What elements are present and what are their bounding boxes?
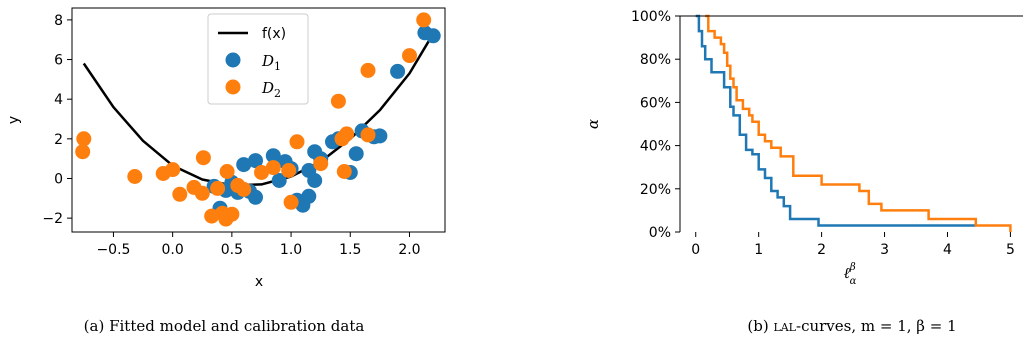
chart-b: 0 1 2 3 4 5 0% 20% 40% 60% 80% 100% ℓβ α α (b) lal-…	[584, 9, 1023, 335]
point-d2-17	[254, 165, 269, 180]
chart-a-marks	[75, 12, 441, 227]
legend-marker-d2	[225, 79, 241, 95]
point-d2-19	[281, 163, 297, 178]
x-tick-label: 4	[943, 242, 952, 258]
y-tick-label: 60%	[640, 95, 671, 111]
point-d2-23	[330, 93, 346, 109]
chart-b-y-ticks: 0% 20% 40% 60% 80% 100%	[631, 9, 680, 241]
y-tick-label: −2	[42, 211, 63, 227]
point-d1-15	[301, 188, 317, 204]
x-tick-label: 2	[817, 242, 826, 258]
point-d2-22	[313, 156, 329, 172]
chart-b-x-ticks: 0 1 2 3 4 5	[691, 232, 1015, 258]
chart-b-x-label: ℓβ α	[844, 262, 857, 287]
point-d2-5	[172, 186, 188, 202]
chart-a-x-ticks: −0.5 0.0 0.5 1.0 1.5 2.0	[96, 232, 421, 258]
x-tick-label: 0	[691, 242, 700, 258]
point-d1-17	[307, 173, 323, 188]
chart-a-frame	[71, 7, 446, 233]
y-tick-label: 6	[54, 53, 63, 69]
legend-box	[207, 13, 309, 105]
point-d2-25	[336, 164, 352, 179]
point-d2-27	[360, 127, 376, 143]
x-tick-label: 0.0	[162, 242, 184, 258]
fx-line	[82, 37, 432, 187]
step-series-0	[695, 14, 976, 227]
point-d2-21	[289, 134, 305, 150]
point-d2-29	[402, 48, 417, 64]
y-tick-label: 8	[54, 13, 63, 29]
chart-a-caption: (a) Fitted model and calibration data	[84, 317, 365, 335]
point-d1-5	[236, 157, 252, 173]
chart-a-x-label: x	[255, 274, 263, 290]
legend-label-f: f(x)	[262, 26, 286, 42]
x-tick-label: 0.5	[221, 242, 243, 258]
x-tick-label: 5	[1006, 242, 1015, 258]
point-d2-8	[195, 150, 211, 166]
point-d1-8	[248, 189, 263, 205]
point-d1-27	[390, 63, 406, 79]
x-tick-label: 2.0	[398, 242, 420, 258]
point-d1-7	[248, 153, 263, 169]
y-tick-label: 100%	[631, 9, 671, 25]
point-d2-1	[75, 144, 91, 160]
point-d1-23	[348, 146, 364, 162]
y-tick-label: 0	[54, 171, 63, 187]
point-d1-10	[271, 173, 287, 188]
chart-a-y-label: y	[6, 116, 22, 124]
point-d2-16	[236, 181, 252, 197]
x-tick-label: −0.5	[96, 242, 130, 258]
chart-b-y-label: α	[584, 119, 602, 129]
point-d2-30	[416, 12, 432, 28]
point-d2-28	[360, 62, 376, 78]
point-d2-10	[210, 180, 226, 196]
point-d1-9	[265, 148, 281, 164]
y-tick-label: 40%	[640, 139, 671, 155]
chart-b-marks	[695, 14, 1012, 232]
legend-label-d1: D1	[261, 52, 281, 73]
point-d2-18	[265, 160, 281, 176]
chart-a-y-ticks: −2 0 2 4 6 8	[42, 13, 72, 227]
point-d2-20	[283, 194, 299, 210]
point-d1-26	[372, 128, 388, 144]
point-d2-13	[219, 164, 235, 179]
step-series-1	[705, 14, 1012, 232]
x-tick-label: 1	[754, 242, 763, 258]
legend-marker-d1	[225, 52, 241, 68]
point-d2-2	[127, 169, 143, 184]
y-tick-label: 0%	[649, 225, 671, 241]
y-tick-label: 4	[54, 92, 63, 108]
point-d2-14	[224, 206, 240, 222]
point-d2-7	[194, 185, 210, 201]
point-d2-26	[339, 126, 355, 142]
legend-label-d2: D2	[261, 79, 281, 100]
chart-b-caption: (b) lal-curves, m = 1, β = 1	[747, 317, 956, 335]
x-tick-label: 3	[880, 242, 889, 258]
point-d2-4	[165, 162, 181, 178]
y-tick-label: 2	[54, 132, 63, 148]
point-d1-29	[425, 28, 441, 44]
y-tick-label: 80%	[640, 52, 671, 68]
x-tick-label: 1.0	[280, 242, 302, 258]
y-tick-label: 20%	[640, 182, 671, 198]
x-tick-label: 1.5	[339, 242, 361, 258]
chart-b-frame	[679, 15, 1023, 232]
chart-a-legend: f(x) D1 D2	[207, 13, 309, 105]
chart-a: −0.5 0.0 0.5 1.0 1.5 2.0 −2 0 2 4 6 8 x y f(x) D1 …	[6, 7, 446, 335]
point-d2-0	[76, 131, 92, 147]
